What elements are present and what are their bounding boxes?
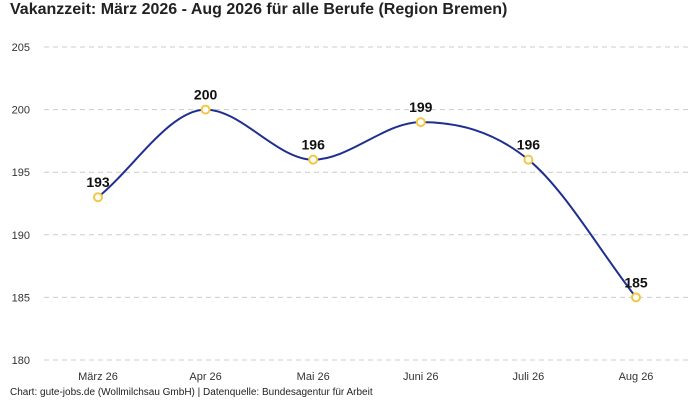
y-tick-label: 180 [12,355,30,367]
data-labels: 193 200 196 199 196 185 [86,87,648,291]
y-tick-label: 200 [12,105,30,117]
data-label: 196 [517,137,541,153]
x-tick-label: März 26 [78,371,118,383]
x-tick-label: Apr 26 [189,371,221,383]
x-tick-label: Juni 26 [403,371,438,383]
data-markers [93,104,641,303]
data-label: 199 [409,99,433,115]
data-label: 185 [624,274,648,290]
y-tick-label: 185 [12,292,30,304]
x-axis-ticks: März 26 Apr 26 Mai 26 Juni 26 Juli 26 Aug 26 [78,371,653,383]
data-point [523,154,534,165]
data-point [415,117,426,128]
data-label: 200 [194,87,218,103]
data-point [308,154,319,165]
grid-lines [44,46,692,361]
data-label: 196 [302,137,326,153]
x-tick-label: Juli 26 [513,371,545,383]
chart-title: Vakanzzeit: März 2026 - Aug 2026 für all… [10,1,508,18]
data-point [93,192,103,203]
data-point [631,292,641,303]
y-tick-label: 190 [12,230,30,242]
x-tick-label: Mai 26 [297,371,330,383]
data-label: 193 [86,174,110,190]
y-tick-label: 205 [12,42,30,54]
data-point [200,104,211,115]
y-axis-ticks: 180 185 190 195 200 205 [12,42,30,367]
y-tick-label: 195 [12,167,30,179]
series-line [97,108,637,299]
x-tick-label: Aug 26 [619,371,654,383]
chart-footer: Chart: gute-jobs.de (Wollmilchsau GmbH) … [10,387,373,398]
